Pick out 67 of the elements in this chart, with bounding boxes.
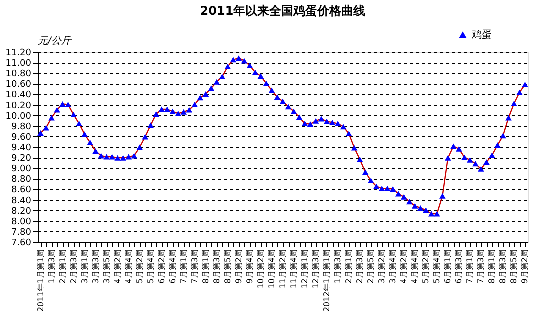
- y-tick-label: 10.40: [6, 90, 32, 101]
- x-tick-label: 6月第4周: [168, 250, 178, 284]
- x-tick-label: 9月第4周: [245, 250, 254, 284]
- y-tick-label: 9.60: [11, 132, 32, 143]
- y-tick-label: 10.60: [6, 80, 32, 90]
- x-tick-label: 9月第2周: [234, 250, 244, 284]
- x-tick-label: 3月第4周: [388, 250, 398, 284]
- y-tick-label: 9.80: [11, 122, 32, 132]
- chart-title: 2011年以来全国鸡蛋价格曲线: [200, 4, 366, 18]
- x-tick-label: 3月第3周: [91, 250, 100, 284]
- x-tick-label: 4月第2周: [113, 250, 122, 284]
- legend-label: 鸡蛋: [471, 29, 492, 41]
- x-tick-label: 12月第1周: [300, 250, 310, 289]
- x-tick-label: 3月第5周: [102, 250, 112, 284]
- x-tick-label: 3月第2周: [378, 250, 387, 284]
- y-tick-label: 7.80: [11, 228, 32, 238]
- y-tick-label: 8.40: [11, 196, 32, 206]
- x-tick-label: 7月第1周: [466, 250, 475, 284]
- y-tick-label: 11.00: [6, 59, 32, 70]
- x-tick-label: 7月第3周: [190, 250, 200, 284]
- x-tick-label: 8月第1周: [201, 250, 210, 284]
- y-tick-label: 10.20: [6, 101, 32, 112]
- x-tick-label: 5月第4周: [432, 250, 442, 284]
- y-tick-label: 8.00: [11, 217, 32, 228]
- y-tick-label: 10.00: [6, 112, 32, 122]
- x-tick-label: 2月第5周: [366, 250, 376, 284]
- x-tick-label: 2月第3周: [356, 250, 365, 284]
- x-tick-label: 12月第3周: [312, 250, 321, 289]
- y-tick-label: 9.00: [11, 164, 32, 175]
- x-tick-label: 5月第4周: [146, 250, 156, 284]
- x-tick-label: 1月第3周: [334, 250, 343, 284]
- x-tick-label: 8月第1周: [488, 250, 497, 284]
- x-tick-label: 4月第2周: [400, 250, 409, 284]
- x-tick-label: 4月第4周: [124, 250, 134, 284]
- x-tick-label: 2月第3周: [69, 250, 78, 284]
- x-tick-label: 2012年1月第1周: [322, 250, 332, 312]
- x-tick-label: 9月第2周: [520, 250, 530, 284]
- x-tick-label: 2月第1周: [58, 250, 68, 284]
- x-tick-label: 6月第1周: [444, 250, 453, 284]
- x-tick-label: 10月第2周: [256, 250, 266, 289]
- y-axis-title: 元/公斤: [38, 35, 72, 47]
- x-tick-label: 6月第2周: [157, 250, 166, 284]
- y-tick-label: 11.20: [6, 48, 32, 58]
- y-tick-label: 10.80: [6, 70, 32, 80]
- x-tick-label: 4月第4周: [410, 250, 420, 284]
- y-tick-label: 7.60: [11, 238, 32, 248]
- y-tick-label: 9.20: [11, 154, 32, 164]
- y-tick-label: 8.20: [11, 206, 32, 217]
- x-tick-label: 2月第1周: [344, 250, 354, 284]
- x-tick-label: 2011年1月第1周: [36, 250, 46, 312]
- x-tick-label: 11月第4周: [290, 250, 299, 289]
- y-tick-label: 8.80: [11, 175, 32, 186]
- x-tick-label: 1月第3周: [47, 250, 56, 284]
- y-tick-label: 8.60: [11, 186, 32, 196]
- x-tick-label: 5月第2周: [135, 250, 144, 284]
- x-tick-label: 10月第4周: [267, 250, 276, 289]
- y-tick-label: 9.40: [11, 144, 32, 154]
- x-tick-label: 11月第2周: [278, 250, 288, 289]
- x-tick-label: 6月第3周: [454, 250, 464, 284]
- x-tick-label: 7月第3周: [476, 250, 486, 284]
- x-tick-label: 5月第2周: [422, 250, 431, 284]
- x-tick-label: 8月第5周: [223, 250, 232, 284]
- x-tick-label: 7月第1周: [179, 250, 188, 284]
- x-tick-label: 3月第1周: [80, 250, 90, 284]
- x-tick-label: 8月第5周: [510, 250, 519, 284]
- x-tick-label: 8月第3周: [212, 250, 222, 284]
- x-tick-label: 8月第3周: [498, 250, 508, 284]
